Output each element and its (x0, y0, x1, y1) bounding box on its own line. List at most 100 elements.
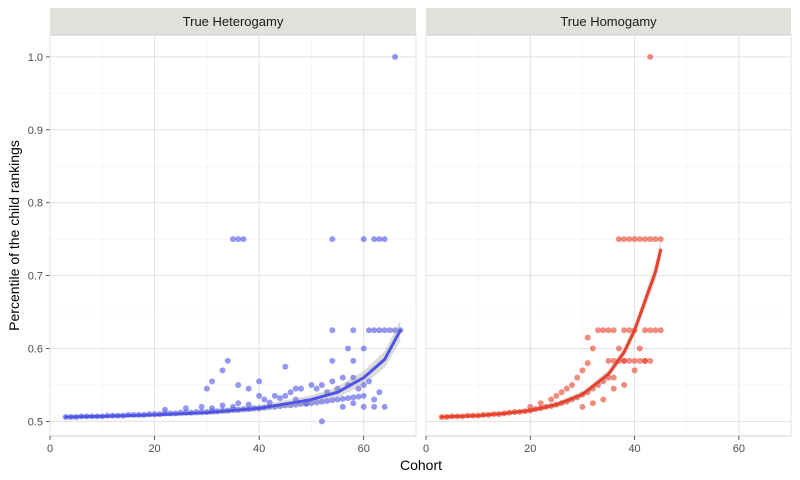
data-point (182, 405, 189, 412)
data-point (350, 357, 357, 364)
x-tick-label: 0 (423, 443, 429, 455)
data-point (647, 327, 654, 334)
data-point (350, 327, 357, 334)
data-point (277, 395, 284, 402)
data-point (647, 53, 654, 60)
data-point (589, 345, 596, 352)
data-point (376, 327, 383, 334)
data-point (339, 395, 346, 402)
data-point (642, 327, 648, 334)
data-point (245, 385, 252, 392)
data-point (621, 327, 628, 334)
data-point (584, 334, 591, 341)
data-point (345, 345, 352, 352)
data-point (563, 385, 570, 392)
data-point (360, 403, 367, 410)
data-point (329, 327, 336, 334)
data-point (324, 398, 331, 405)
data-point (636, 345, 643, 352)
data-point (376, 389, 383, 396)
data-point (318, 398, 325, 405)
data-point (230, 403, 236, 410)
data-point (584, 360, 591, 367)
y-tick-label: 0.7 (28, 271, 43, 283)
data-point (287, 389, 294, 396)
data-point (292, 385, 299, 392)
data-point (350, 374, 357, 381)
data-point (297, 385, 304, 392)
data-point (240, 236, 247, 243)
facet-strip (50, 8, 416, 35)
data-point (256, 378, 263, 385)
data-point (345, 395, 352, 402)
data-point (579, 367, 586, 374)
x-tick-label: 20 (148, 443, 160, 455)
data-point (626, 236, 633, 243)
data-point (589, 400, 596, 407)
data-point (256, 392, 263, 399)
x-tick-label: 40 (253, 443, 265, 455)
data-point (621, 236, 628, 243)
data-point (209, 378, 216, 385)
data-point (271, 392, 278, 399)
y-tick-label: 0.5 (28, 416, 43, 428)
data-point (230, 236, 236, 243)
data-point (647, 236, 654, 243)
data-point (329, 357, 336, 364)
data-point (355, 393, 362, 400)
trend-line (64, 328, 402, 419)
data-point (360, 381, 367, 388)
facet-title: True Heterogamy (183, 14, 284, 29)
data-point (548, 396, 555, 403)
data-point (652, 236, 659, 243)
x-axis-title: Cohort (400, 457, 442, 473)
data-point (282, 363, 289, 370)
data-point (537, 400, 544, 407)
data-point (615, 236, 622, 243)
data-point (595, 327, 602, 334)
data-point (569, 381, 575, 388)
data-point (636, 236, 643, 243)
data-point (360, 236, 367, 243)
data-point (318, 418, 325, 425)
data-point (386, 327, 393, 334)
data-point (339, 374, 346, 381)
data-point (605, 357, 612, 364)
data-point (615, 345, 622, 352)
data-point (209, 405, 216, 412)
y-tick-label: 0.8 (28, 198, 43, 210)
data-point (657, 236, 664, 243)
data-point (235, 381, 242, 388)
data-point (203, 385, 210, 392)
data-point (245, 401, 252, 408)
data-point (371, 327, 378, 334)
data-point (631, 236, 638, 243)
data-point (610, 385, 617, 392)
data-point (371, 403, 378, 410)
data-point (610, 327, 617, 334)
data-point (631, 357, 638, 364)
x-tick-label: 60 (358, 443, 370, 455)
x-tick-label: 60 (733, 443, 745, 455)
data-point (371, 396, 378, 403)
data-point (626, 327, 633, 334)
panel-background (425, 34, 792, 437)
data-point (219, 367, 226, 374)
data-point (621, 357, 628, 364)
data-point (266, 399, 273, 406)
data-point (219, 402, 226, 409)
data-point (334, 396, 341, 403)
confidence-band (441, 239, 661, 419)
data-point (392, 327, 399, 334)
data-point (642, 357, 648, 364)
data-point (318, 381, 325, 388)
confidence-band (65, 320, 401, 419)
data-point (605, 327, 612, 334)
data-point (392, 53, 399, 60)
data-point (235, 400, 242, 407)
data-point (329, 236, 336, 243)
x-tick-label: 20 (524, 443, 536, 455)
data-point (224, 357, 231, 364)
data-point (329, 378, 336, 385)
